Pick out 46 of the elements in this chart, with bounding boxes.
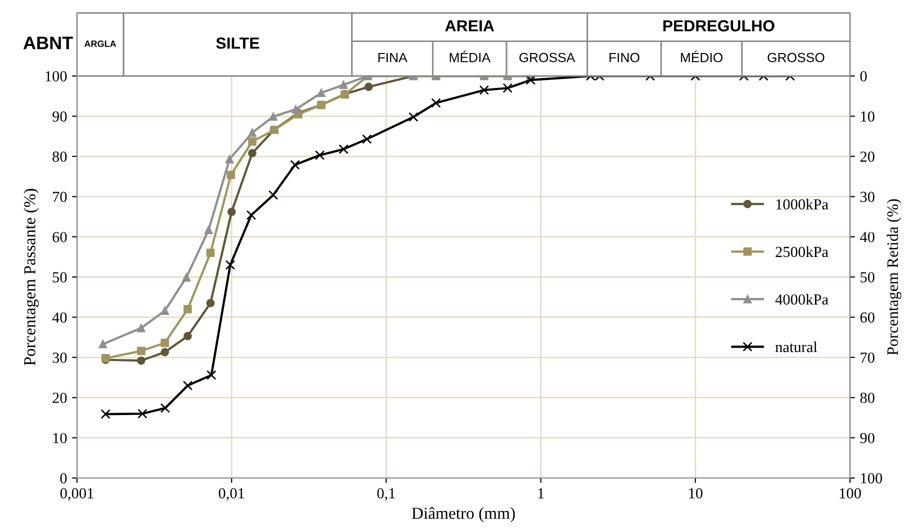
x-axis-title: Diâmetro (mm): [412, 507, 515, 522]
y2-tick-label: 60: [860, 312, 874, 323]
legend-label: natural: [775, 341, 818, 352]
y-tick-label: 30: [52, 352, 67, 363]
text: MÉDIA: [450, 50, 490, 62]
y2-tick-label: 50: [860, 272, 874, 282]
y2-axis-title: Porcentagem Retida (%): [886, 199, 902, 356]
text: SILTE: [216, 37, 260, 49]
y2-tick-label: 70: [860, 352, 874, 363]
y2-tick-label: 90: [860, 432, 874, 444]
text: GROSSO: [768, 52, 824, 62]
text: FINO: [610, 52, 640, 62]
y-tick-label: 20: [52, 392, 67, 404]
y-tick-label: 70: [53, 192, 67, 202]
x-tick-label: 0,1: [377, 488, 395, 501]
text: ARGLA: [84, 40, 116, 47]
y2-tick-label: 10: [861, 111, 874, 122]
y-tick-label: 100: [46, 71, 67, 82]
text: AREIA: [445, 20, 494, 32]
y-tick-label: 10: [53, 432, 67, 444]
text: PEDREGULHO: [663, 20, 774, 32]
y2-tick-label: 0: [860, 71, 867, 82]
y2-tick-label: 20: [860, 152, 874, 162]
text: FINA: [378, 53, 408, 62]
y-tick-label: 90: [52, 111, 67, 122]
legend-label: 4000kPa: [775, 294, 828, 305]
y-tick-label: 40: [52, 312, 67, 323]
legend-label: 1000kPa: [776, 198, 828, 210]
y2-tick-label: 80: [860, 392, 874, 404]
y2-tick-label: 100: [861, 473, 882, 484]
x-tick-label: 0,01: [218, 488, 244, 501]
text: ABNT: [23, 36, 73, 50]
x-tick-label: 10: [689, 488, 702, 498]
x-tick-label: 1: [538, 488, 544, 498]
y-tick-label: 80: [52, 152, 67, 162]
text: MÉDIO: [680, 50, 723, 62]
y-tick-label: 60: [52, 232, 67, 242]
text: GROSSA: [519, 52, 576, 62]
legend-label: 2500kPa: [776, 246, 828, 258]
x-tick-label: 0,001: [60, 488, 94, 501]
x-tick-label: 100: [840, 488, 861, 498]
y2-tick-label: 40: [860, 232, 874, 242]
y-tick-label: 50: [52, 272, 67, 282]
y-axis-title: Porcentagem Passante (%): [24, 188, 39, 366]
y-tick-label: 0: [60, 473, 67, 484]
y2-tick-label: 30: [860, 192, 874, 202]
